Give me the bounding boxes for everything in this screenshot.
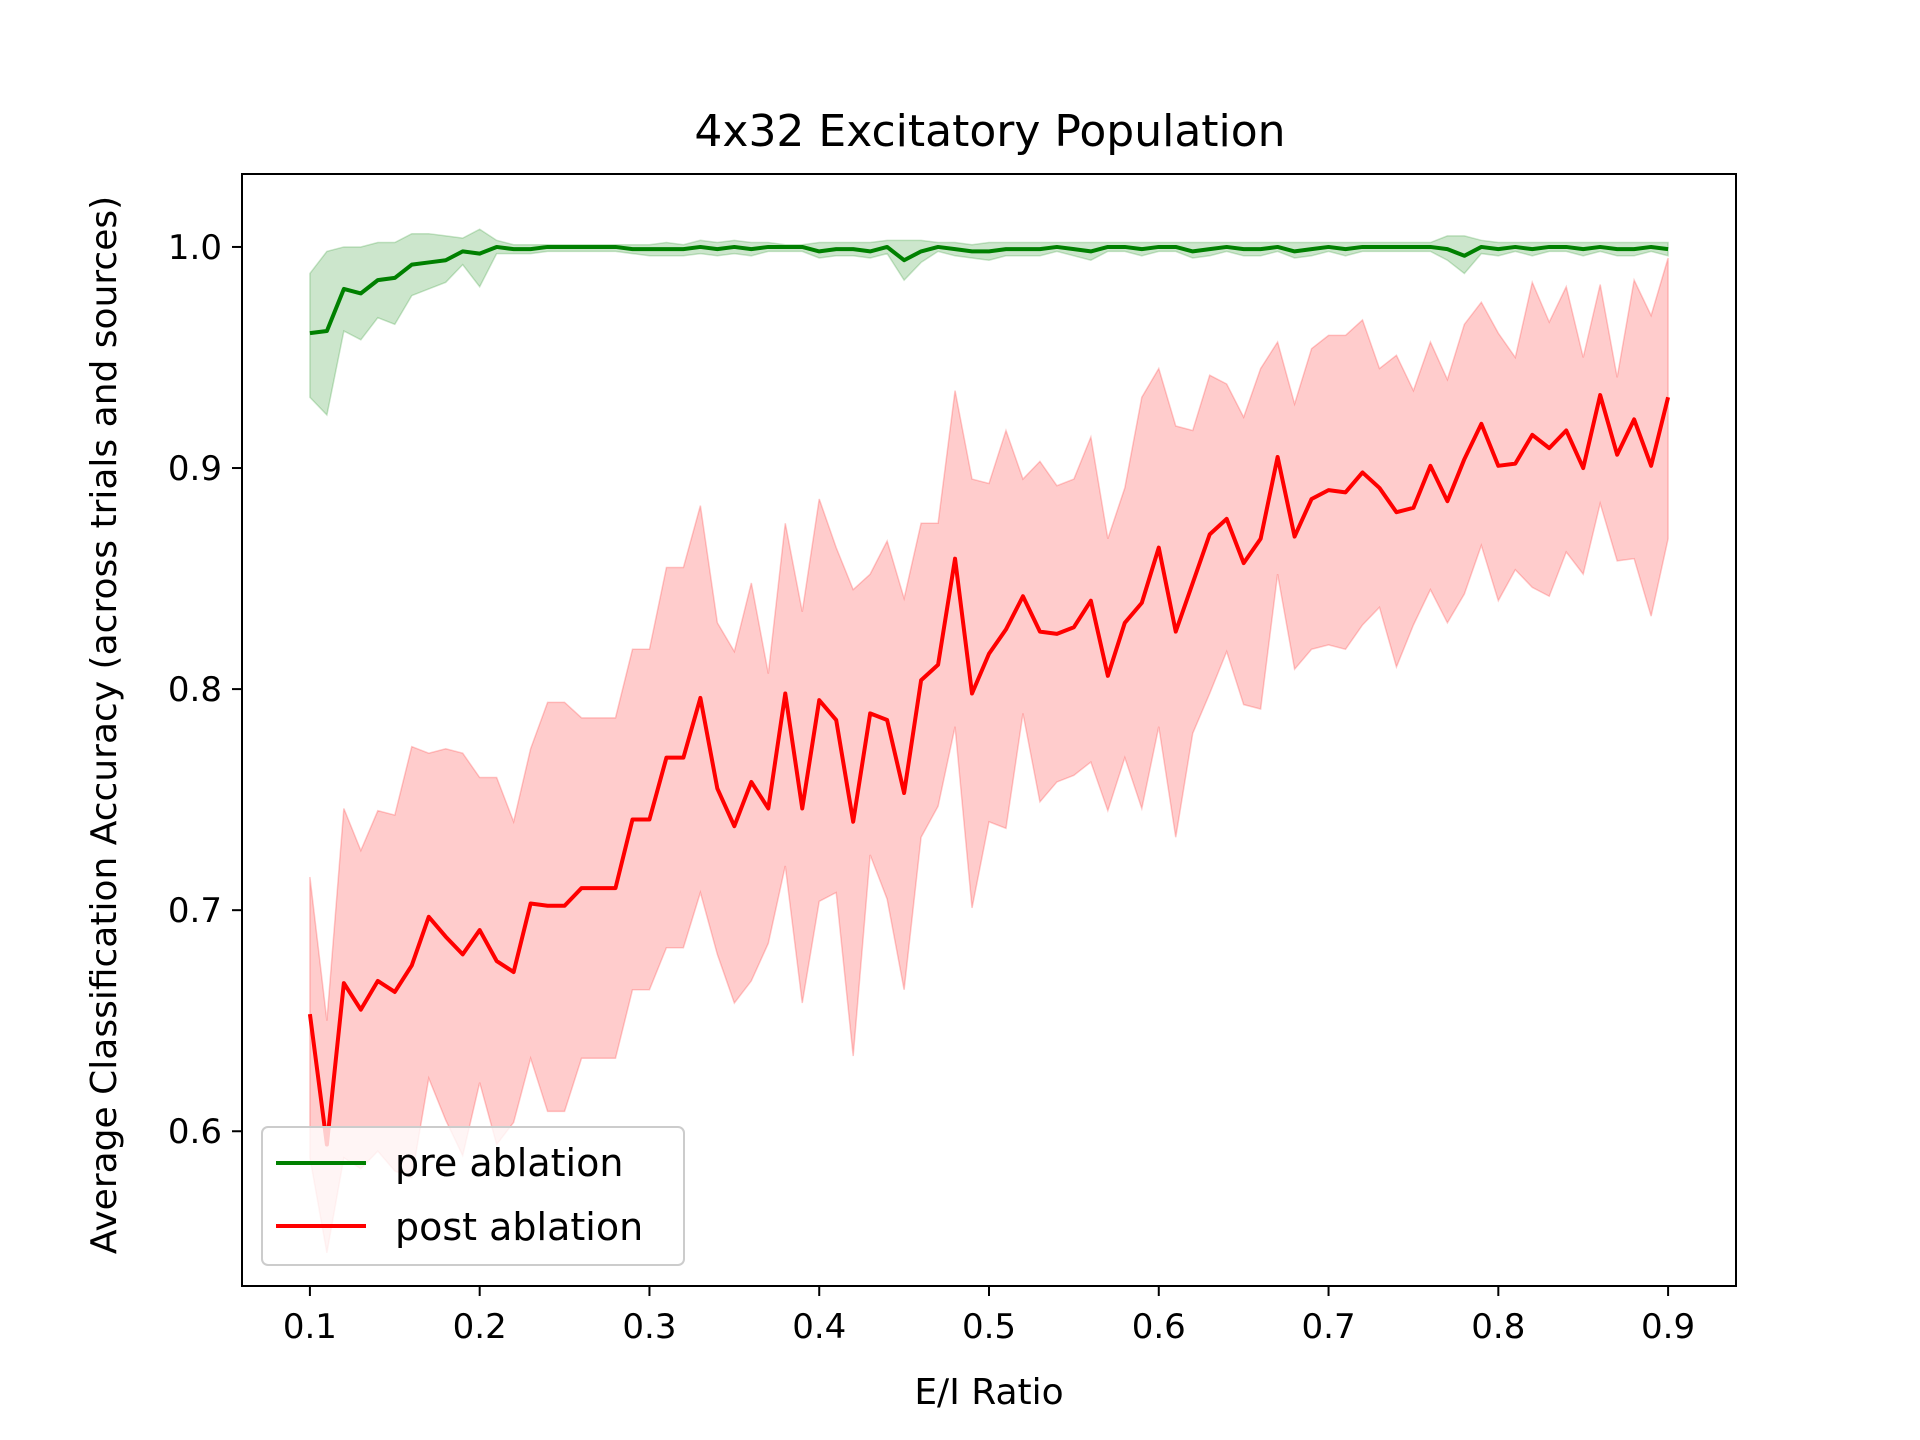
- x-tick-label: 0.5: [962, 1307, 1016, 1347]
- x-tick-label: 0.9: [1641, 1307, 1695, 1347]
- y-axis-label: Average Classification Accuracy (across …: [84, 196, 125, 1254]
- line-pre-ablation: [309, 244, 1669, 336]
- legend: pre ablation post ablation: [261, 1126, 685, 1266]
- x-axis-label: E/I Ratio: [914, 1372, 1063, 1413]
- chart-title: 4x32 Excitatory Population: [694, 106, 1285, 157]
- y-tick-label: 0.6: [168, 1112, 222, 1152]
- y-tick-label: 0.9: [168, 449, 222, 489]
- y-tick-label: 0.7: [168, 891, 222, 931]
- band-post-ablation: [309, 257, 1669, 1253]
- legend-label-post-ablation: post ablation: [395, 1205, 643, 1249]
- axis-ticks: 0.1 0.2 0.3 0.4 0.5 0.6 0.7 0.8 0.9 0.6 0.7 0.8 0.9 1…: [168, 228, 1695, 1347]
- x-tick-label: 0.4: [792, 1307, 846, 1347]
- x-tick-label: 0.3: [622, 1307, 676, 1347]
- x-tick-label: 0.7: [1302, 1307, 1356, 1347]
- x-tick-label: 0.1: [283, 1307, 337, 1347]
- x-tick-label: 0.8: [1471, 1307, 1525, 1347]
- legend-label-pre-ablation: pre ablation: [395, 1141, 623, 1185]
- legend-box: [261, 1126, 685, 1266]
- line-post-ablation: [307, 393, 1671, 1147]
- series-lines: [307, 244, 1671, 1147]
- y-tick-label: 1.0: [168, 228, 222, 268]
- x-tick-label: 0.6: [1132, 1307, 1186, 1347]
- x-tick-label: 0.2: [453, 1307, 507, 1347]
- y-tick-label: 0.8: [168, 670, 222, 710]
- plot-frame: [241, 173, 1737, 1287]
